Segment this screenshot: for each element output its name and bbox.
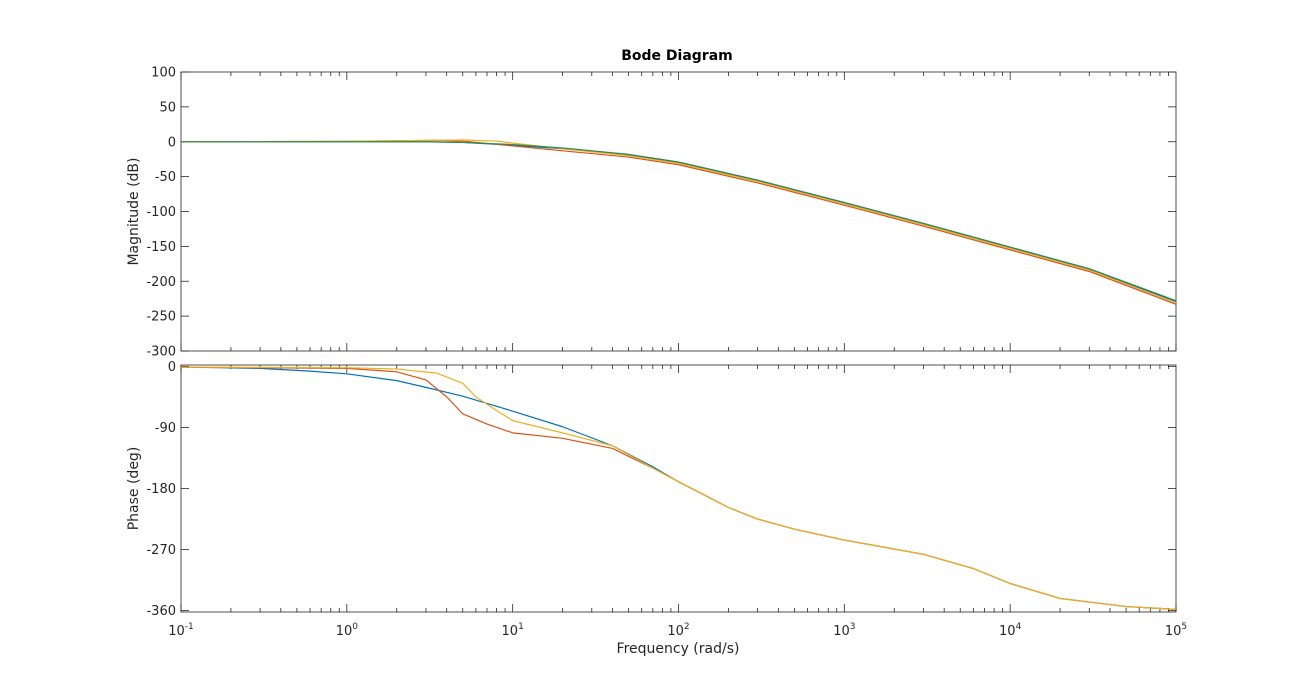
magnitude-y-tick-label: -50 [155,170,176,185]
phase-series-line-3 [181,366,1176,610]
x-tick-label: 10-1 [168,622,194,639]
magnitude-axes-box [180,71,1177,352]
magnitude-series-line-4 [181,141,1176,302]
phase-y-tick-label: -90 [155,421,176,436]
x-tick-label: 104 [999,622,1022,639]
magnitude-y-tick-label: -200 [146,275,176,290]
magnitude-y-tick-label: -250 [146,310,176,325]
phase-y-tick-label: -360 [146,604,176,619]
phase-y-tick-label: 0 [168,360,176,375]
x-tick-label: 101 [502,622,524,639]
magnitude-y-tick-label: 50 [159,100,176,115]
plot-panels: 100 50 0 -50 -100 -150 -200 -250 -300 Magnitude (… [126,66,1187,640]
phase-y-tick-label: -180 [146,482,176,497]
magnitude-y-tick-label: -100 [146,205,176,220]
magnitude-panel: 100 50 0 -50 -100 -150 -200 -250 -300 Magnitude (… [126,66,1177,360]
x-tick-labels: 10-1 100 101 102 103 104 105 [168,622,1187,639]
magnitude-y-tick-label: -300 [146,345,176,360]
x-tick-label: 103 [833,622,855,639]
magnitude-y-tick-label: -150 [146,240,176,255]
x-tick-label: 102 [667,622,689,639]
magnitude-y-tick-label: 0 [168,135,176,150]
phase-y-tick-label: -270 [146,543,176,558]
magnitude-series-line-3 [181,139,1176,304]
chart-title: Bode Diagram [621,48,733,64]
x-tick-label: 100 [336,622,359,639]
magnitude-y-tick-label: 100 [151,66,176,81]
x-axis-label: Frequency (rad/s) [617,641,740,657]
phase-panel: 0 -90 -180 -270 -360 Phase (deg) [126,360,1177,619]
phase-y-axis-label: Phase (deg) [126,447,142,531]
magnitude-y-axis-label: Magnitude (dB) [126,157,142,265]
phase-axes-box [180,364,1177,613]
x-tick-label: 105 [1165,622,1187,639]
